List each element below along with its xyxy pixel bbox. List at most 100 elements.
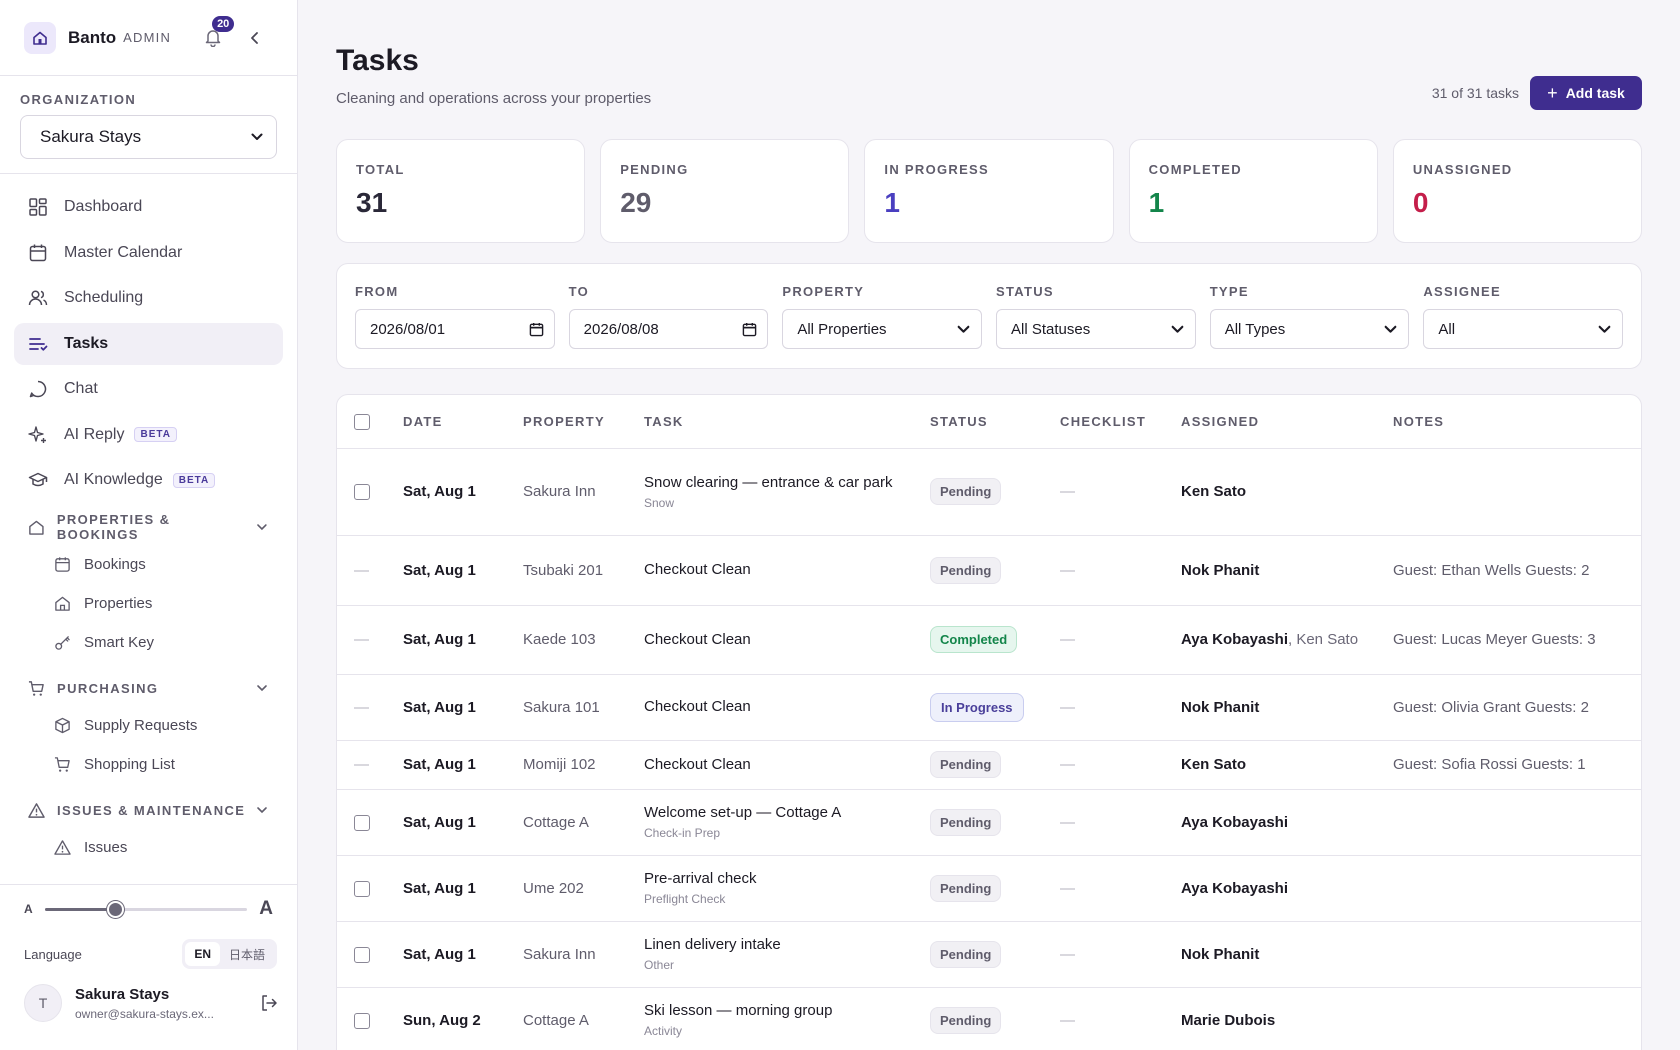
filter-property: PROPERTY All Properties bbox=[782, 284, 983, 349]
tasks-table: DATE PROPERTY TASK STATUS CHECKLIST ASSI… bbox=[337, 395, 1641, 1050]
notes-cell: Guest: Sofia Rossi Guests: 1 bbox=[1393, 740, 1641, 790]
font-size-control: A A bbox=[24, 898, 273, 919]
sidebar-item-ai-reply[interactable]: AI Reply BETA bbox=[14, 414, 283, 456]
sidebar-item-tasks[interactable]: Tasks bbox=[14, 322, 283, 365]
select-all-header bbox=[337, 395, 403, 449]
sidebar-item-smart-key[interactable]: Smart Key bbox=[14, 623, 283, 662]
checklist-cell: — bbox=[1060, 789, 1181, 856]
brand-subtitle: ADMIN bbox=[123, 30, 172, 45]
from-date-input[interactable]: 2026/08/01 bbox=[355, 309, 555, 349]
assignee-select[interactable]: All bbox=[1423, 309, 1624, 349]
avatar[interactable]: T bbox=[24, 984, 62, 1022]
task-cell: Linen delivery intake Other bbox=[644, 921, 930, 988]
column-header-status[interactable]: STATUS bbox=[930, 395, 1060, 449]
lang-ja-button[interactable]: 日本語 bbox=[228, 947, 265, 962]
select-all-checkbox[interactable] bbox=[354, 413, 370, 430]
row-checkbox[interactable] bbox=[354, 484, 370, 501]
sidebar-item-issues[interactable]: Issues bbox=[14, 828, 283, 867]
calendar-icon[interactable] bbox=[529, 322, 544, 337]
calendar-icon[interactable] bbox=[742, 322, 757, 337]
assigned-name: Marie Dubois bbox=[1181, 1011, 1276, 1029]
assigned-name: Nok Phanit bbox=[1181, 698, 1260, 716]
page-subtitle: Cleaning and operations across your prop… bbox=[336, 90, 652, 107]
task-type: Other bbox=[644, 958, 675, 972]
sidebar-item-properties[interactable]: Properties bbox=[14, 584, 283, 623]
assigned-name: Nok Phanit bbox=[1181, 945, 1260, 963]
filter-assignee: ASSIGNEE All bbox=[1423, 284, 1624, 349]
filter-label: TO bbox=[568, 284, 590, 299]
row-unselectable-dash: — bbox=[354, 631, 369, 648]
organization-label: ORGANIZATION bbox=[20, 92, 137, 107]
table-row[interactable]: Sat, Aug 1 Cottage A Welcome set-up — Cott… bbox=[337, 789, 1641, 856]
status-cell: Pending bbox=[930, 921, 1060, 988]
task-cell: Checkout Clean bbox=[644, 535, 930, 606]
sidebar-item-dashboard[interactable]: Dashboard bbox=[14, 186, 283, 228]
group-label: PURCHASING bbox=[57, 680, 159, 696]
table-row[interactable]: Sat, Aug 1 Sakura Inn Linen delivery intak… bbox=[337, 921, 1641, 988]
task-title: Checkout Clean bbox=[644, 630, 751, 648]
assigned-name: Aya Kobayashi bbox=[1181, 631, 1288, 648]
sidebar-item-label: Shopping List bbox=[84, 756, 175, 773]
sidebar-item-label: Issues bbox=[84, 839, 128, 856]
table-row[interactable]: — Sat, Aug 1 Tsubaki 201 Checkout Clean Pend… bbox=[337, 535, 1641, 606]
assigned-name: Ken Sato bbox=[1181, 483, 1247, 500]
column-header-checklist[interactable]: CHECKLIST bbox=[1060, 395, 1181, 449]
logout-icon[interactable] bbox=[259, 993, 279, 1013]
add-task-button[interactable]: + Add task bbox=[1530, 76, 1642, 110]
font-size-slider[interactable] bbox=[44, 899, 248, 919]
sidebar-item-ai-knowledge[interactable]: AI Knowledge BETA bbox=[14, 459, 283, 501]
column-header-property[interactable]: PROPERTY bbox=[523, 395, 644, 449]
sidebar-item-master-calendar[interactable]: Master Calendar bbox=[14, 232, 283, 274]
chevron-down-icon bbox=[257, 685, 267, 692]
status-badge: Pending bbox=[930, 808, 1002, 836]
stat-value: 0 bbox=[1412, 187, 1429, 218]
assigned-cell: Nok Phanit bbox=[1181, 674, 1393, 741]
table-row[interactable]: Sat, Aug 1 Ume 202 Pre-arrival check Prefli… bbox=[337, 855, 1641, 922]
group-purchasing[interactable]: PURCHASING bbox=[14, 670, 283, 706]
stat-value: 31 bbox=[356, 187, 388, 218]
table-row[interactable]: — Sat, Aug 1 Sakura 101 Checkout Clean In Pr… bbox=[337, 674, 1641, 741]
slider-thumb[interactable] bbox=[107, 901, 125, 918]
status-cell: Pending bbox=[930, 740, 1060, 790]
group-properties-bookings[interactable]: PROPERTIES & BOOKINGS bbox=[14, 509, 283, 545]
font-size-large-label: A bbox=[259, 898, 273, 919]
row-checkbox[interactable] bbox=[354, 814, 370, 831]
property-select[interactable]: All Properties bbox=[782, 309, 983, 349]
sidebar-item-bookings[interactable]: Bookings bbox=[14, 545, 283, 584]
notifications-button[interactable]: 20 bbox=[203, 15, 235, 49]
notification-badge: 20 bbox=[212, 15, 235, 32]
column-header-assigned[interactable]: ASSIGNED bbox=[1181, 395, 1393, 449]
sidebar-item-shopping-list[interactable]: Shopping List bbox=[14, 745, 283, 784]
table-row[interactable]: — Sat, Aug 1 Kaede 103 Checkout Clean Comple… bbox=[337, 605, 1641, 675]
lang-en-button[interactable]: EN bbox=[185, 942, 220, 966]
table-row[interactable]: Sun, Aug 2 Cottage A Ski lesson — morning … bbox=[337, 987, 1641, 1050]
group-issues-maintenance[interactable]: ISSUES & MAINTENANCE bbox=[14, 792, 283, 828]
organization-select[interactable]: Sakura Stays bbox=[20, 115, 277, 159]
status-select[interactable]: All Statuses bbox=[996, 309, 1196, 349]
type-select[interactable]: All Types bbox=[1209, 309, 1410, 349]
column-header-date[interactable]: DATE bbox=[403, 395, 523, 449]
to-date-input[interactable]: 2026/08/08 bbox=[568, 309, 769, 349]
chevron-down-icon bbox=[251, 133, 263, 140]
filter-to: TO 2026/08/08 bbox=[568, 284, 769, 349]
slider-fill bbox=[44, 908, 117, 911]
column-header-task[interactable]: TASK bbox=[644, 395, 930, 449]
chevron-left-icon[interactable] bbox=[247, 30, 263, 46]
beta-badge: BETA bbox=[134, 427, 177, 442]
row-checkbox[interactable] bbox=[354, 1012, 370, 1029]
sidebar-item-chat[interactable]: Chat bbox=[14, 368, 283, 410]
task-type: Snow bbox=[644, 495, 675, 510]
sidebar-item-supply-requests[interactable]: Supply Requests bbox=[14, 706, 283, 745]
stats-row: TOTAL 31 PENDING 29 IN PROGRESS 1 COMPLETED 1 UN… bbox=[336, 139, 1643, 243]
key-icon bbox=[55, 636, 70, 650]
table-row[interactable]: Sat, Aug 1 Sakura Inn Snow clearing — entr… bbox=[337, 448, 1641, 536]
status-badge: Pending bbox=[930, 478, 1002, 505]
column-header-notes[interactable]: NOTES bbox=[1393, 395, 1641, 449]
notes-cell: Guest: Olivia Grant Guests: 2 bbox=[1393, 674, 1641, 741]
row-checkbox[interactable] bbox=[354, 946, 370, 963]
task-title: Linen delivery intake bbox=[644, 936, 781, 953]
chevron-down-icon bbox=[1598, 325, 1611, 333]
row-checkbox[interactable] bbox=[354, 880, 370, 897]
table-row[interactable]: — Sat, Aug 1 Momiji 102 Checkout Clean Pendi… bbox=[337, 740, 1641, 790]
sidebar-item-scheduling[interactable]: Scheduling bbox=[14, 277, 283, 319]
